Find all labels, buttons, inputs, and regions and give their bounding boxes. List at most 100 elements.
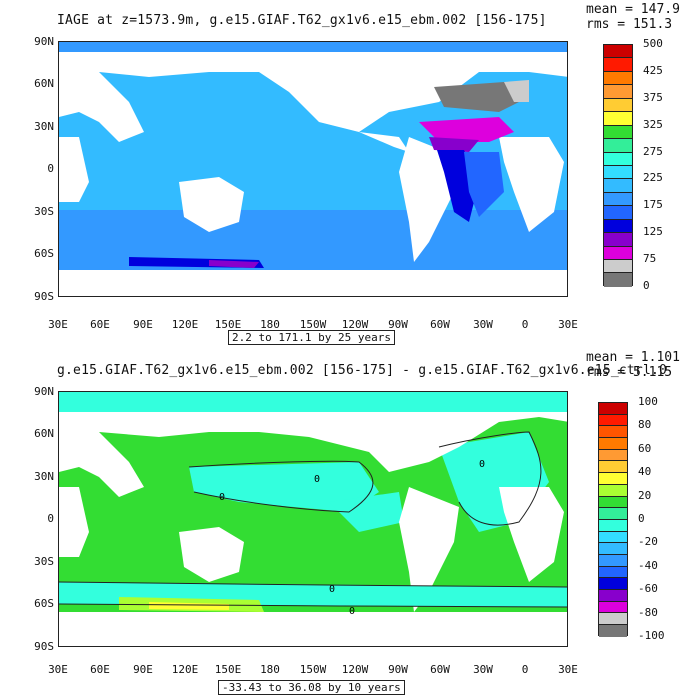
- top-rms: rms = 151.3: [586, 17, 673, 32]
- lon-label: 30E: [48, 318, 68, 331]
- top-title: IAGE at z=1573.9m, g.e15.GIAF.T62_gx1v6.…: [57, 13, 547, 28]
- colorbar-swatch: [604, 192, 632, 207]
- nadw-purple: [429, 137, 479, 152]
- colorbar-swatch: [599, 543, 627, 555]
- bottom-map-svg: 0 0 0 0 0: [59, 392, 567, 646]
- africa-east-land: [59, 487, 89, 557]
- lat-label: 90N: [34, 35, 54, 48]
- colorbar-swatch: [599, 473, 627, 485]
- lon-label: 150E: [214, 318, 242, 331]
- bottom-colorbar: [598, 402, 628, 637]
- colorbar-label: -40: [638, 558, 658, 572]
- antarctica-land: [59, 270, 567, 296]
- top-colorbar: [603, 44, 633, 287]
- colorbar-swatch: [604, 45, 632, 59]
- nadw-magenta: [419, 117, 514, 142]
- colorbar-swatch: [599, 578, 627, 590]
- australia-land: [179, 527, 244, 582]
- lon-label: 90W: [388, 318, 408, 331]
- contour-label: 0: [219, 492, 225, 503]
- top-map-svg: [59, 42, 567, 296]
- colorbar-label: -80: [638, 605, 658, 619]
- africa-east-land: [59, 137, 89, 202]
- bottom-map: 0 0 0 0 0: [58, 391, 568, 647]
- lon-label: 150E: [214, 663, 242, 676]
- lat-label: 60S: [34, 247, 54, 260]
- east-pacific-cyan: [329, 492, 404, 532]
- colorbar-swatch: [599, 484, 627, 497]
- colorbar-swatch: [604, 165, 632, 180]
- lat-label: 90S: [34, 290, 54, 303]
- colorbar-label: 75: [643, 252, 657, 266]
- colorbar-label: 80: [638, 418, 652, 432]
- lat-label: 90N: [34, 385, 54, 398]
- bottom-range-box: -33.43 to 36.08 by 10 years: [218, 680, 405, 695]
- asia-land: [59, 432, 144, 497]
- contour-line: [188, 460, 374, 513]
- colorbar-swatch: [604, 206, 632, 220]
- colorbar-swatch: [599, 403, 627, 415]
- lat-label: 90S: [34, 640, 54, 653]
- lon-label: 150W: [299, 318, 327, 331]
- colorbar-swatch: [599, 590, 627, 602]
- antarctica-land: [59, 612, 567, 646]
- bottom-mean: mean = 1.101: [586, 350, 680, 365]
- lon-label: 60E: [90, 663, 110, 676]
- lon-label: 120W: [341, 663, 369, 676]
- lon-label: 90E: [133, 318, 153, 331]
- lon-label: 60W: [430, 663, 450, 676]
- contour-label: 0: [329, 584, 335, 595]
- lat-label: 60N: [34, 77, 54, 90]
- colorbar-swatch: [604, 273, 632, 287]
- colorbar-swatch: [604, 85, 632, 99]
- colorbar-swatch: [599, 449, 627, 462]
- colorbar-swatch: [599, 625, 627, 637]
- lon-label: 30E: [558, 318, 578, 331]
- ross-anomaly-yellow: [149, 602, 229, 610]
- lon-label: 30E: [48, 663, 68, 676]
- colorbar-label: 40: [638, 465, 652, 479]
- contour-line: [59, 603, 567, 608]
- colorbar-label: -60: [638, 582, 658, 596]
- top-range-box: 2.2 to 171.1 by 25 years: [228, 330, 395, 345]
- colorbar-swatch: [604, 233, 632, 247]
- lon-label: 180: [260, 318, 280, 331]
- colorbar-swatch: [604, 219, 632, 234]
- colorbar-label: 0: [638, 512, 645, 525]
- colorbar-swatch: [599, 531, 627, 544]
- lon-label: 90W: [388, 663, 408, 676]
- lon-label: 120W: [341, 318, 369, 331]
- colorbar-label: -100: [638, 629, 665, 642]
- northern-land: [59, 52, 567, 132]
- arctic-cyan: [59, 392, 567, 412]
- bottom-title: g.e15.GIAF.T62_gx1v6.e15_ebm.002 [156-17…: [57, 363, 668, 378]
- lat-label: 30N: [34, 120, 54, 133]
- colorbar-swatch: [604, 58, 632, 72]
- lon-label: 180: [260, 663, 280, 676]
- ross-shelf-purple: [209, 260, 259, 268]
- contour-label: 0: [314, 474, 320, 485]
- asia-land: [59, 72, 144, 142]
- bottom-map-panel: g.e15.GIAF.T62_gx1v6.e15_ebm.002 [156-17…: [0, 350, 700, 700]
- colorbar-swatch: [604, 125, 632, 140]
- colorbar-swatch: [604, 139, 632, 153]
- colorbar-label: 425: [643, 63, 663, 77]
- top-mean: mean = 147.9: [586, 2, 680, 17]
- colorbar-label: 225: [643, 171, 663, 185]
- colorbar-swatch: [599, 554, 627, 567]
- colorbar-swatch: [599, 496, 627, 509]
- africa-land: [499, 487, 564, 582]
- colorbar-swatch: [604, 152, 632, 166]
- north-atlantic-old: [434, 82, 529, 112]
- lon-label: 30W: [473, 663, 493, 676]
- top-map-panel: IAGE at z=1573.9m, g.e15.GIAF.T62_gx1v6.…: [34, 2, 680, 345]
- colorbar-label: 325: [643, 117, 663, 131]
- colorbar-swatch: [599, 601, 627, 614]
- lat-label: 30S: [34, 205, 54, 218]
- colorbar-swatch: [604, 71, 632, 86]
- lon-label: 0: [521, 318, 529, 331]
- colorbar-label: 60: [638, 441, 652, 455]
- colorbar-label: 100: [638, 395, 658, 408]
- contour-line: [59, 581, 567, 588]
- lon-label: 120E: [171, 318, 199, 331]
